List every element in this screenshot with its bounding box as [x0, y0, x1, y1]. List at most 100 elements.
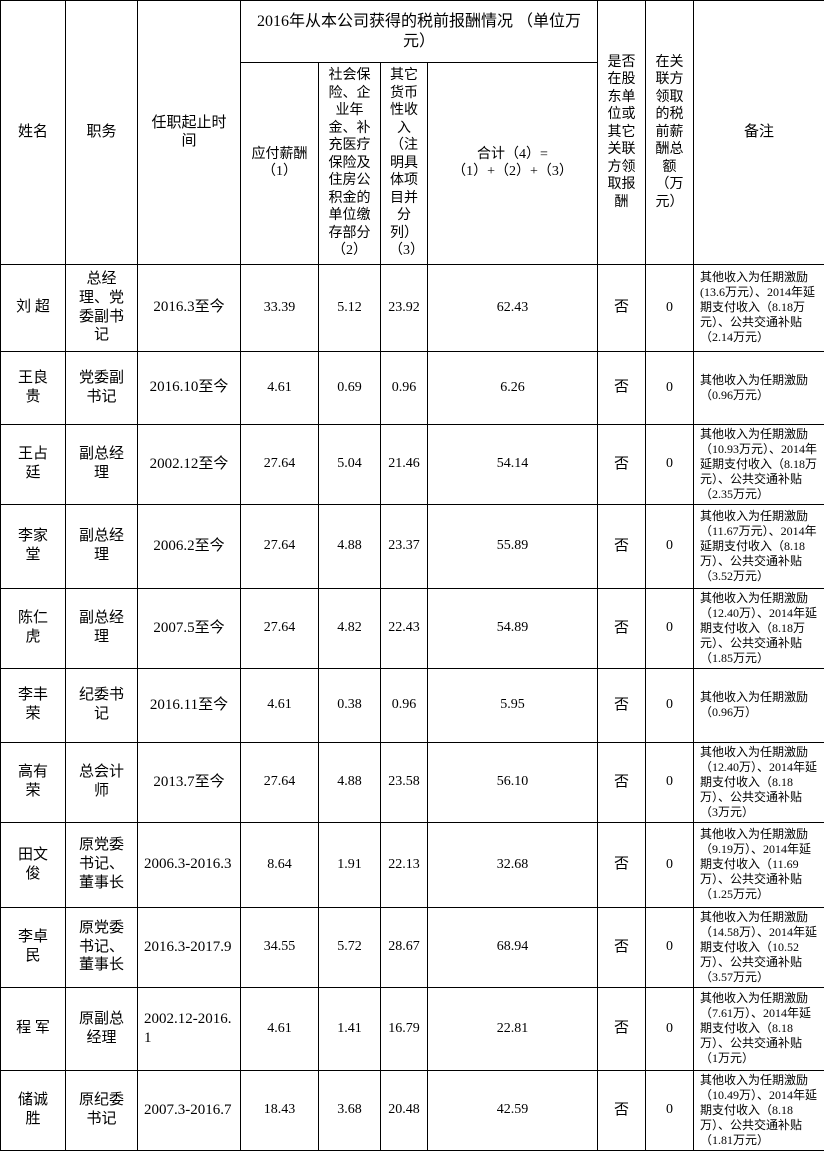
- cell-name: 王良贵: [1, 351, 66, 424]
- cell-other: 20.48: [381, 1070, 428, 1150]
- header-group-2016: 2016年从本公司获得的税前报酬情况 （单位万元）: [241, 1, 598, 63]
- cell-position: 原副总经理: [66, 987, 138, 1070]
- cell-remarks: 其他收入为任期激励（10.93万元）、2014年延期支付收入（8.18万元）、公…: [694, 424, 824, 504]
- cell-social: 1.91: [319, 822, 381, 907]
- cell-total: 56.10: [428, 742, 598, 822]
- cell-position: 纪委书记: [66, 668, 138, 742]
- cell-related-amount: 0: [646, 668, 694, 742]
- cell-related-amount: 0: [646, 822, 694, 907]
- cell-related: 否: [598, 424, 646, 504]
- cell-payable: 27.64: [241, 588, 319, 668]
- cell-total: 62.43: [428, 264, 598, 351]
- cell-payable: 33.39: [241, 264, 319, 351]
- cell-position: 原纪委书记: [66, 1070, 138, 1150]
- cell-remarks: 其他收入为任期激励（0.96万元）: [694, 351, 824, 424]
- header-related-party: 是否在股东单位或其它关联方领取报酬: [598, 1, 646, 265]
- cell-name: 李卓民: [1, 907, 66, 987]
- cell-payable: 27.64: [241, 504, 319, 588]
- cell-term: 2006.3-2016.3: [138, 822, 241, 907]
- header-payable: 应付薪酬（1）: [241, 63, 319, 265]
- header-name: 姓名: [1, 1, 66, 265]
- cell-remarks: 其他收入为任期激励（12.40万）、2014年延期支付收入（8.18万）、公共交…: [694, 742, 824, 822]
- header-total: 合计（4）=（1）+（2）+（3）: [428, 63, 598, 265]
- cell-related-amount: 0: [646, 907, 694, 987]
- header-other-income: 其它货币性收入（注明具体项目并分列）（3）: [381, 63, 428, 265]
- cell-other: 23.92: [381, 264, 428, 351]
- cell-position: 副总经理: [66, 588, 138, 668]
- cell-total: 68.94: [428, 907, 598, 987]
- header-social-insurance: 社会保险、企业年金、补充医疗保险及住房公积金的单位缴存部分（2）: [319, 63, 381, 265]
- cell-related: 否: [598, 822, 646, 907]
- cell-remarks: 其他收入为任期激励(13.6万元）、2014年延期支付收入（8.18万元）、公共…: [694, 264, 824, 351]
- cell-name: 程 军: [1, 987, 66, 1070]
- cell-related-amount: 0: [646, 264, 694, 351]
- cell-total: 54.89: [428, 588, 598, 668]
- cell-other: 22.13: [381, 822, 428, 907]
- cell-related-amount: 0: [646, 424, 694, 504]
- cell-related-amount: 0: [646, 1070, 694, 1150]
- header-related-amount: 在关联方领取的税前薪酬总额（万元）: [646, 1, 694, 265]
- cell-other: 23.58: [381, 742, 428, 822]
- cell-related-amount: 0: [646, 351, 694, 424]
- cell-payable: 34.55: [241, 907, 319, 987]
- cell-position: 党委副书记: [66, 351, 138, 424]
- header-remarks: 备注: [694, 1, 824, 265]
- cell-position: 原党委书记、董事长: [66, 907, 138, 987]
- cell-payable: 27.64: [241, 424, 319, 504]
- cell-position: 原党委书记、董事长: [66, 822, 138, 907]
- cell-payable: 4.61: [241, 987, 319, 1070]
- cell-remarks: 其他收入为任期激励（10.49万）、2014年延期支付收入（8.18万）、公共交…: [694, 1070, 824, 1150]
- cell-other: 28.67: [381, 907, 428, 987]
- cell-position: 总会计师: [66, 742, 138, 822]
- cell-name: 田文俊: [1, 822, 66, 907]
- cell-remarks: 其他收入为任期激励（0.96万）: [694, 668, 824, 742]
- cell-payable: 8.64: [241, 822, 319, 907]
- cell-related: 否: [598, 504, 646, 588]
- cell-payable: 27.64: [241, 742, 319, 822]
- cell-related: 否: [598, 351, 646, 424]
- cell-social: 5.12: [319, 264, 381, 351]
- cell-related: 否: [598, 987, 646, 1070]
- cell-remarks: 其他收入为任期激励（7.61万）、2014年延期支付收入（8.18万）、公共交通…: [694, 987, 824, 1070]
- cell-social: 5.72: [319, 907, 381, 987]
- cell-name: 王占廷: [1, 424, 66, 504]
- cell-social: 0.38: [319, 668, 381, 742]
- header-term: 任职起止时间: [138, 1, 241, 265]
- cell-name: 陈仁虎: [1, 588, 66, 668]
- cell-related-amount: 0: [646, 987, 694, 1070]
- cell-term: 2016.11至今: [138, 668, 241, 742]
- cell-total: 5.95: [428, 668, 598, 742]
- cell-social: 4.88: [319, 742, 381, 822]
- cell-total: 55.89: [428, 504, 598, 588]
- cell-related: 否: [598, 668, 646, 742]
- cell-remarks: 其他收入为任期激励（12.40万）、2014年延期支付收入（8.18万元）、公共…: [694, 588, 824, 668]
- cell-other: 0.96: [381, 668, 428, 742]
- cell-social: 0.69: [319, 351, 381, 424]
- cell-social: 1.41: [319, 987, 381, 1070]
- cell-remarks: 其他收入为任期激励（14.58万）、2014年延期支付收入（10.52万）、公共…: [694, 907, 824, 987]
- cell-other: 0.96: [381, 351, 428, 424]
- cell-related: 否: [598, 742, 646, 822]
- cell-payable: 4.61: [241, 668, 319, 742]
- cell-position: 总经理、党委副书记: [66, 264, 138, 351]
- cell-social: 4.88: [319, 504, 381, 588]
- cell-term: 2016.3-2017.9: [138, 907, 241, 987]
- cell-other: 21.46: [381, 424, 428, 504]
- cell-related-amount: 0: [646, 742, 694, 822]
- cell-term: 2007.3-2016.7: [138, 1070, 241, 1150]
- cell-related-amount: 0: [646, 588, 694, 668]
- cell-remarks: 其他收入为任期激励（9.19万）、2014年延期支付收入（11.69万）、公共交…: [694, 822, 824, 907]
- cell-other: 16.79: [381, 987, 428, 1070]
- cell-term: 2013.7至今: [138, 742, 241, 822]
- cell-term: 2006.2至今: [138, 504, 241, 588]
- cell-social: 3.68: [319, 1070, 381, 1150]
- header-position: 职务: [66, 1, 138, 265]
- cell-position: 副总经理: [66, 424, 138, 504]
